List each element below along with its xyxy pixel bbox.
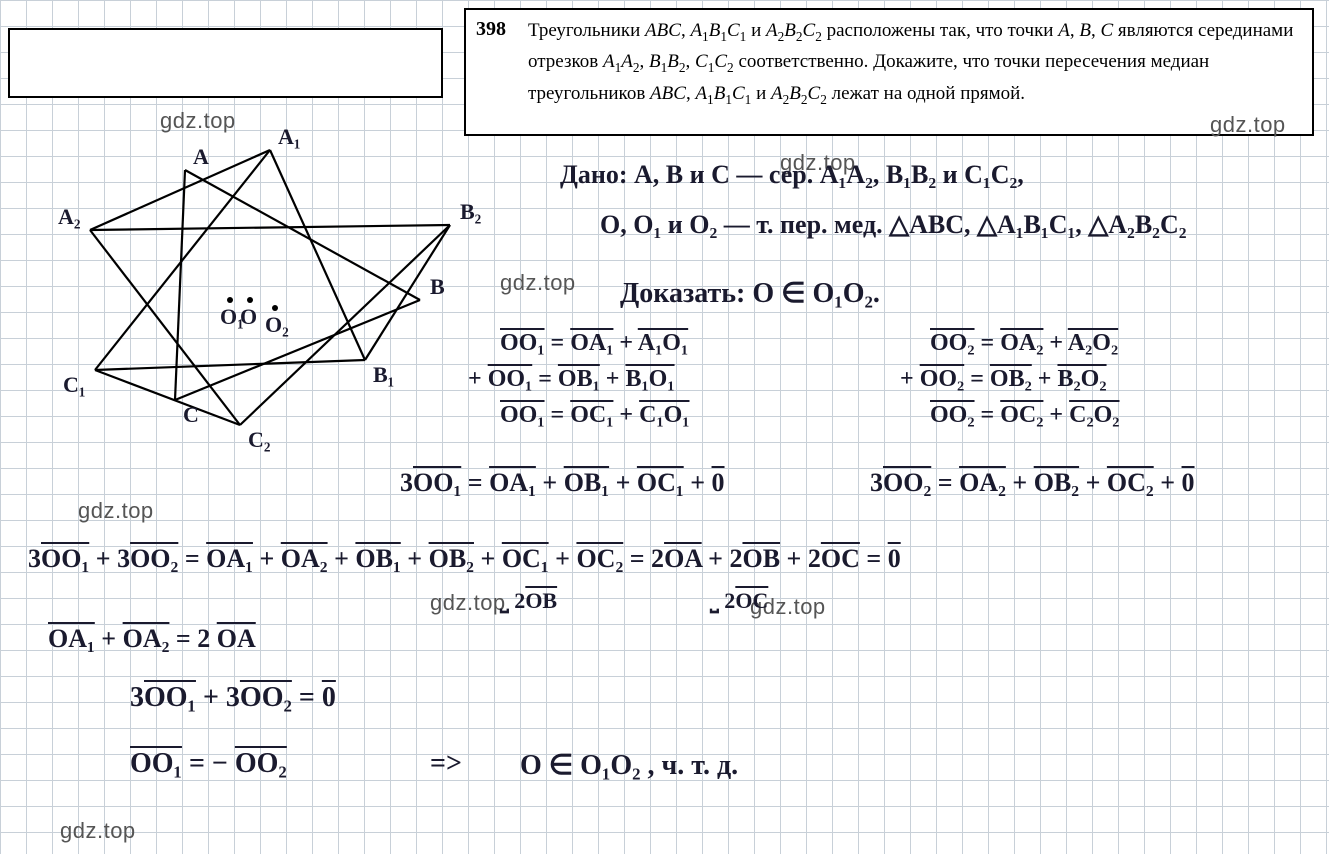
- blank-header-box: [8, 28, 443, 98]
- geometry-diagram: AA₁A₂BB₁B₂CC₁C₂OO₁O₂: [20, 110, 500, 470]
- handwritten-line: OO₁ = OC₁ + C₁O₁: [500, 402, 690, 429]
- problem-statement-box: 398 Треугольники ABC, A1B1C1 и A2B2C2 ра…: [464, 8, 1314, 136]
- handwritten-line: OA₁ + OA₂ = 2 OA: [48, 624, 256, 654]
- svg-text:A: A: [193, 144, 209, 169]
- svg-text:C: C: [183, 402, 199, 427]
- problem-number: 398: [476, 14, 506, 45]
- svg-text:B₁: B₁: [373, 362, 394, 387]
- handwritten-line: O, O₁ и O₂ — т. пер. мед. △ABC, △A₁B₁C₁,…: [600, 210, 1187, 240]
- handwritten-line: O ∈ O₁O₂ , ч. т. д.: [520, 748, 738, 782]
- handwritten-line: OO₂ = OA₂ + A₂O₂: [930, 330, 1118, 357]
- svg-text:B₂: B₂: [460, 199, 482, 224]
- watermark: gdz.top: [60, 818, 136, 844]
- handwritten-line: ⎵ 2OC: [710, 588, 768, 614]
- handwritten-line: OO₁ = OA₁ + A₁O₁: [500, 330, 688, 357]
- svg-text:O₁: O₁: [220, 304, 244, 329]
- watermark: gdz.top: [1210, 112, 1286, 138]
- problem-text: Треугольники ABC, A1B1C1 и A2B2C2 распол…: [528, 20, 1293, 104]
- handwritten-line: OO₂ = OC₂ + C₂O₂: [930, 402, 1120, 429]
- handwritten-line: + OO₂ = OB₂ + B₂O₂: [900, 366, 1107, 393]
- watermark: gdz.top: [160, 108, 236, 134]
- svg-text:A₂: A₂: [58, 204, 81, 229]
- handwritten-line: =>: [430, 748, 462, 780]
- svg-text:C₁: C₁: [63, 372, 85, 397]
- svg-text:B: B: [430, 274, 445, 299]
- svg-text:C₂: C₂: [248, 427, 271, 452]
- handwritten-line: 3OO₂ = OA₂ + OB₂ + OC₂ + 0: [870, 468, 1195, 498]
- svg-text:O₂: O₂: [265, 312, 289, 337]
- handwritten-line: OO₁ = − OO₂: [130, 748, 287, 780]
- handwritten-line: ⎵ 2OB: [500, 588, 557, 614]
- handwritten-line: Доказать: O ∈ O₁O₂.: [620, 276, 880, 310]
- handwritten-line: Дано: A, B и C — сер. A₁A₂, B₁B₂ и C₁C₂,: [560, 160, 1024, 190]
- handwritten-line: 3OO₁ + 3OO₂ = 0: [130, 682, 336, 714]
- watermark: gdz.top: [78, 498, 154, 524]
- handwritten-line: + OO₁ = OB₁ + B₁O₁: [468, 366, 675, 393]
- watermark: gdz.top: [500, 270, 576, 296]
- handwritten-line: 3OO₁ = OA₁ + OB₁ + OC₁ + 0: [400, 468, 725, 498]
- handwritten-line: 3OO₁ + 3OO₂ = OA₁ + OA₂ + OB₁ + OB₂ + OC…: [28, 544, 901, 574]
- watermark: gdz.top: [430, 590, 506, 616]
- svg-text:A₁: A₁: [278, 124, 300, 149]
